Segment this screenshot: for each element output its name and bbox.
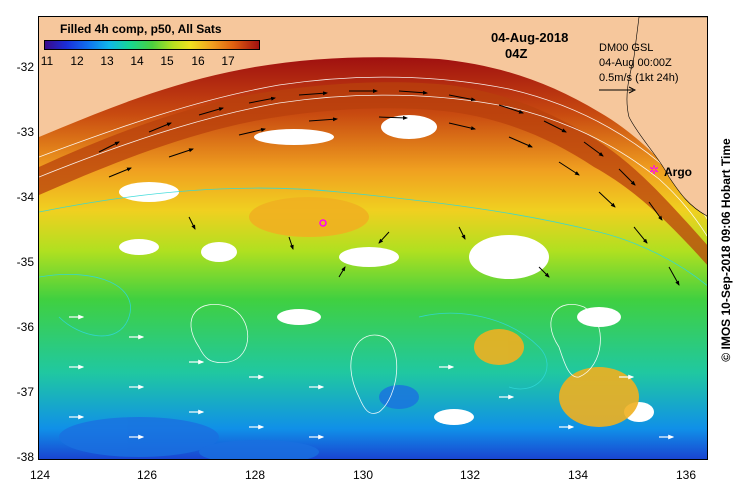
ssh-contours-cyan [39,187,707,390]
lon-label: 126 [136,468,158,482]
lat-label: -33 [16,125,34,139]
lon-label: 128 [244,468,266,482]
lon-label: 136 [675,468,697,482]
colorbar-tick: 17 [221,54,235,68]
colorbar-tick: 12 [70,54,84,68]
velocity-time: 04-Aug 00:00Z [599,57,672,69]
lat-label: -38 [16,450,34,464]
argo-legend-icon: ✲ [649,163,660,177]
sst-field [39,17,707,459]
sst-map [38,16,708,460]
velocity-source: DM00 GSL [599,42,654,54]
map-time: 04Z [505,46,528,61]
lon-label: 124 [29,468,51,482]
velocity-arrows-shelf [98,89,680,286]
cloud-gaps [119,115,654,425]
velocity-scale: 0.5m/s (1kt 24h) [599,72,679,84]
lat-label: -34 [16,190,34,204]
colorbar-tick: 13 [100,54,114,68]
map-date: 04-Aug-2018 [491,30,569,45]
coastline [626,17,707,217]
argo-float-marker [319,219,327,227]
leeuwin-current-band [39,82,707,265]
lon-label: 130 [352,468,374,482]
lat-label: -35 [16,255,34,269]
lon-label: 134 [567,468,589,482]
ssh-contours [39,76,707,414]
warm-patches [249,197,639,427]
lon-label: 132 [459,468,481,482]
colorbar-tick: 15 [160,54,174,68]
velocity-arrows-offshore [69,314,675,440]
sst-colorbar [44,40,260,50]
imos-credit: © IMOS 10-Sep-2018 09:06 Hobart Time [714,40,738,460]
credit-text: © IMOS 10-Sep-2018 09:06 Hobart Time [719,138,733,362]
lat-label: -37 [16,385,34,399]
colorbar-tick: 11 [40,54,54,68]
argo-label: Argo [664,165,692,179]
lat-label: -36 [16,320,34,334]
product-title: Filled 4h comp, p50, All Sats [60,22,222,36]
colorbar-tick: 16 [191,54,205,68]
velocity-scale-arrow-icon [599,86,637,94]
lat-label: -32 [16,60,34,74]
colorbar-tick: 14 [130,54,144,68]
